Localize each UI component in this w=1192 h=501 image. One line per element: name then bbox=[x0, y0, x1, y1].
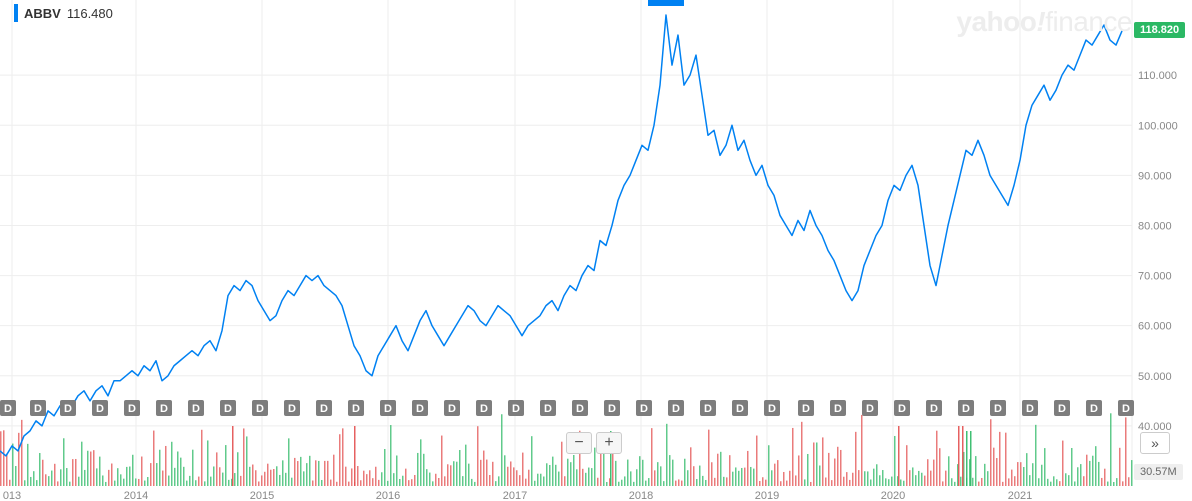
svg-text:D: D bbox=[736, 403, 744, 415]
svg-text:2019: 2019 bbox=[755, 490, 779, 501]
svg-text:D: D bbox=[192, 403, 200, 415]
zoom-out-button[interactable]: − bbox=[566, 432, 592, 454]
svg-text:2020: 2020 bbox=[881, 490, 905, 501]
ticker-hover-price: 116.480 bbox=[67, 6, 113, 21]
current-price-tag: 118.820 bbox=[1134, 22, 1185, 38]
svg-text:90.000: 90.000 bbox=[1138, 170, 1172, 182]
svg-text:D: D bbox=[834, 403, 842, 415]
svg-text:D: D bbox=[898, 403, 906, 415]
svg-text:D: D bbox=[1090, 403, 1098, 415]
svg-text:2015: 2015 bbox=[250, 490, 274, 501]
stock-chart[interactable]: ABBV 116.480 yahoo!finance 40.00050.0006… bbox=[0, 0, 1192, 501]
svg-text:D: D bbox=[480, 403, 488, 415]
svg-text:2017: 2017 bbox=[503, 490, 527, 501]
svg-text:D: D bbox=[352, 403, 360, 415]
ticker-accent-bar bbox=[14, 4, 18, 22]
svg-text:2014: 2014 bbox=[124, 490, 148, 501]
svg-text:D: D bbox=[1026, 403, 1034, 415]
svg-text:013: 013 bbox=[3, 490, 21, 501]
peak-marker bbox=[648, 0, 684, 6]
svg-text:D: D bbox=[256, 403, 264, 415]
svg-text:D: D bbox=[640, 403, 648, 415]
svg-text:D: D bbox=[608, 403, 616, 415]
svg-text:60.000: 60.000 bbox=[1138, 321, 1172, 333]
ticker-badge: ABBV 116.480 bbox=[14, 4, 113, 22]
svg-text:D: D bbox=[544, 403, 552, 415]
chart-svg: 40.00050.00060.00070.00080.00090.000100.… bbox=[0, 0, 1192, 501]
svg-text:110.000: 110.000 bbox=[1138, 70, 1177, 82]
svg-text:D: D bbox=[512, 403, 520, 415]
svg-text:D: D bbox=[384, 403, 392, 415]
svg-text:D: D bbox=[34, 403, 42, 415]
svg-text:2021: 2021 bbox=[1008, 490, 1032, 501]
svg-text:D: D bbox=[866, 403, 874, 415]
svg-text:2016: 2016 bbox=[376, 490, 400, 501]
svg-text:D: D bbox=[962, 403, 970, 415]
current-volume-tag: 30.57M bbox=[1134, 464, 1183, 480]
svg-text:D: D bbox=[704, 403, 712, 415]
svg-text:D: D bbox=[416, 403, 424, 415]
svg-text:D: D bbox=[802, 403, 810, 415]
svg-text:D: D bbox=[320, 403, 328, 415]
svg-text:D: D bbox=[994, 403, 1002, 415]
svg-text:50.000: 50.000 bbox=[1138, 371, 1172, 383]
svg-text:D: D bbox=[160, 403, 168, 415]
svg-text:D: D bbox=[288, 403, 296, 415]
ticker-symbol: ABBV bbox=[24, 6, 61, 21]
svg-text:D: D bbox=[672, 403, 680, 415]
svg-text:D: D bbox=[1122, 403, 1130, 415]
svg-text:D: D bbox=[1058, 403, 1066, 415]
svg-text:D: D bbox=[448, 403, 456, 415]
svg-text:D: D bbox=[4, 403, 12, 415]
zoom-controls: − + bbox=[566, 432, 622, 454]
svg-text:D: D bbox=[224, 403, 232, 415]
svg-text:D: D bbox=[96, 403, 104, 415]
svg-text:D: D bbox=[128, 403, 136, 415]
svg-text:100.000: 100.000 bbox=[1138, 120, 1178, 132]
svg-text:D: D bbox=[64, 403, 72, 415]
svg-text:80.000: 80.000 bbox=[1138, 220, 1172, 232]
svg-text:D: D bbox=[930, 403, 938, 415]
svg-text:70.000: 70.000 bbox=[1138, 271, 1172, 283]
svg-text:2018: 2018 bbox=[629, 490, 653, 501]
zoom-in-button[interactable]: + bbox=[596, 432, 622, 454]
scroll-right-button[interactable]: » bbox=[1140, 432, 1170, 454]
svg-text:D: D bbox=[768, 403, 776, 415]
svg-text:D: D bbox=[576, 403, 584, 415]
